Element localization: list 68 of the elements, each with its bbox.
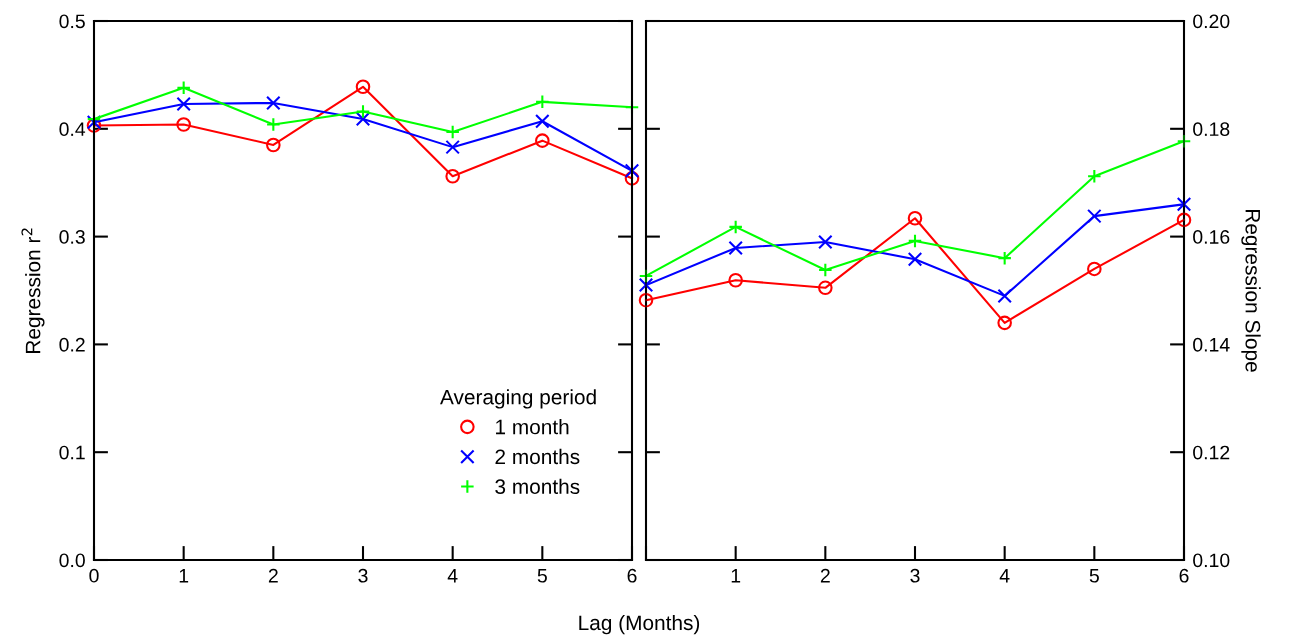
- legend-title: Averaging period: [440, 389, 596, 409]
- y-tick-label: 0.1: [59, 445, 85, 460]
- x-tick-label: 4: [999, 569, 1010, 583]
- y2-tick-label: 0.14: [1193, 337, 1230, 352]
- y-tick-label: 0.3: [59, 230, 85, 244]
- legend-label: 2 months: [495, 448, 580, 465]
- point: [535, 113, 550, 129]
- x-tick-label: 5: [537, 569, 547, 583]
- point: [638, 292, 654, 308]
- x-tick-label: 0: [89, 568, 99, 583]
- point: [907, 210, 923, 226]
- y-tick-label: 0.0: [59, 553, 85, 568]
- point: [728, 240, 743, 256]
- point: [818, 234, 833, 250]
- point: [1176, 212, 1192, 228]
- point: [176, 117, 191, 132]
- point: [266, 117, 281, 132]
- point: [997, 315, 1012, 331]
- point: [624, 171, 640, 186]
- point: [638, 277, 654, 293]
- y-tick-label: 0.2: [59, 337, 85, 352]
- x-tick-label: 5: [1089, 569, 1099, 583]
- point: [535, 94, 550, 110]
- y2-tick-label: 0.10: [1193, 553, 1230, 568]
- point: [1087, 261, 1102, 277]
- y-axis-title: Regression r$^{2}$: [21, 228, 45, 353]
- legend-label: 3 months: [495, 478, 580, 495]
- point: [728, 219, 743, 235]
- point: [176, 80, 191, 96]
- x-tick-label: 1: [731, 569, 741, 583]
- x-tick-label: 2: [820, 568, 830, 583]
- y-tick-label: 0.5: [59, 14, 85, 29]
- point: [445, 124, 460, 140]
- x-tick-label: 6: [627, 568, 637, 583]
- x-tick-label: 6: [1179, 568, 1189, 583]
- legend-label: 1 month: [496, 419, 569, 435]
- y-tick-label: 0.4: [59, 122, 86, 137]
- y2-tick-label: 0.12: [1193, 445, 1230, 460]
- point: [176, 96, 191, 112]
- point: [1087, 208, 1102, 224]
- x-tick-label: 3: [910, 568, 920, 583]
- point: [355, 104, 371, 119]
- point: [445, 168, 460, 184]
- point: [818, 280, 833, 296]
- point: [1176, 196, 1192, 212]
- point: [445, 139, 460, 155]
- x-tick-label: 1: [179, 569, 189, 583]
- point: [535, 133, 550, 148]
- y2-axis-title: Regression Slope: [1241, 209, 1261, 372]
- point: [728, 272, 743, 288]
- point: [1087, 168, 1102, 184]
- x-tick-label: 2: [268, 568, 278, 583]
- point: [355, 79, 371, 95]
- point: [997, 288, 1012, 304]
- x-tick-label: 4: [447, 569, 458, 583]
- point: [997, 250, 1012, 266]
- point: [266, 95, 281, 111]
- point: [907, 233, 923, 249]
- y2-tick-label: 0.16: [1193, 230, 1230, 244]
- x-tick-label: 3: [358, 568, 368, 583]
- y2-tick-label: 0.18: [1193, 122, 1230, 137]
- point: [624, 163, 640, 179]
- x-axis-title: Lag (Months): [579, 614, 700, 635]
- y2-tick-label: 0.20: [1193, 14, 1230, 29]
- point: [818, 262, 833, 278]
- point: [907, 251, 923, 267]
- point: [266, 137, 281, 153]
- point: [355, 111, 371, 127]
